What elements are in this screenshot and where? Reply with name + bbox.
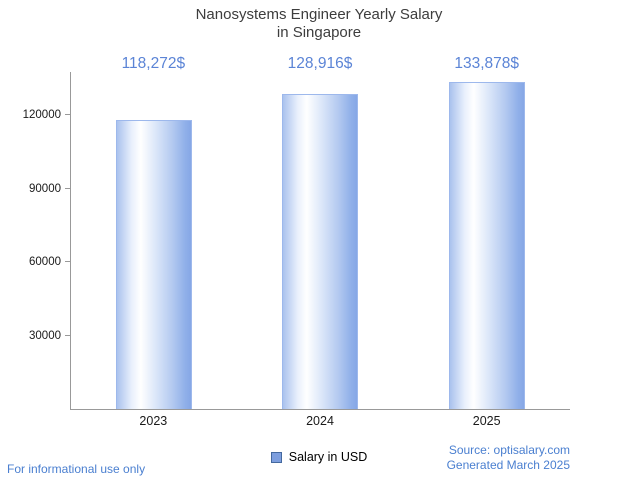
y-tick-mark: [65, 334, 71, 336]
x-axis-labels: 2023 2024 2025: [70, 414, 570, 428]
bar-slot: [71, 72, 237, 409]
bar-value-label: 118,272$: [121, 55, 186, 72]
y-tick-label: 60000: [29, 256, 61, 269]
salary-bar: [116, 120, 193, 409]
y-tick-label: 30000: [29, 329, 61, 342]
bars-container: [71, 72, 570, 409]
bar-value-labels: 118,272$ 128,916$ 133,878$: [70, 55, 570, 73]
source-text: Source: optisalary.com: [448, 443, 570, 457]
x-axis-label: 2024: [306, 414, 334, 428]
disclaimer-text: For informational use only: [7, 462, 146, 476]
generated-text: Generated March 2025: [446, 458, 570, 472]
y-tick-mark: [65, 187, 71, 189]
bar-slot: [404, 72, 570, 409]
legend-swatch-icon: [270, 451, 282, 463]
x-axis-label: 2025: [472, 414, 501, 428]
salary-bar: [448, 82, 525, 409]
chart-title: Nanosystems Engineer Yearly Salary in Si…: [0, 6, 638, 42]
x-axis-label: 2023: [139, 414, 168, 428]
legend: Salary in USD: [0, 450, 638, 464]
chart-title-line1: Nanosystems Engineer Yearly Salary: [195, 6, 443, 23]
y-tick-label: 90000: [29, 182, 61, 195]
y-tick-mark: [65, 114, 71, 116]
chart-title-line2: in Singapore: [276, 24, 362, 41]
y-tick-label: 120000: [22, 109, 61, 122]
bar-value-label: 133,878$: [454, 55, 519, 72]
y-tick-mark: [65, 261, 71, 263]
source-attribution: Source: optisalary.com Generated March 2…: [447, 443, 570, 473]
bar-value-label: 128,916$: [287, 55, 353, 72]
legend-label: Salary in USD: [288, 450, 368, 464]
bar-slot: [237, 72, 403, 409]
salary-bar: [282, 94, 359, 409]
plot-area: 30000 60000 90000 120000: [23, 72, 570, 410]
